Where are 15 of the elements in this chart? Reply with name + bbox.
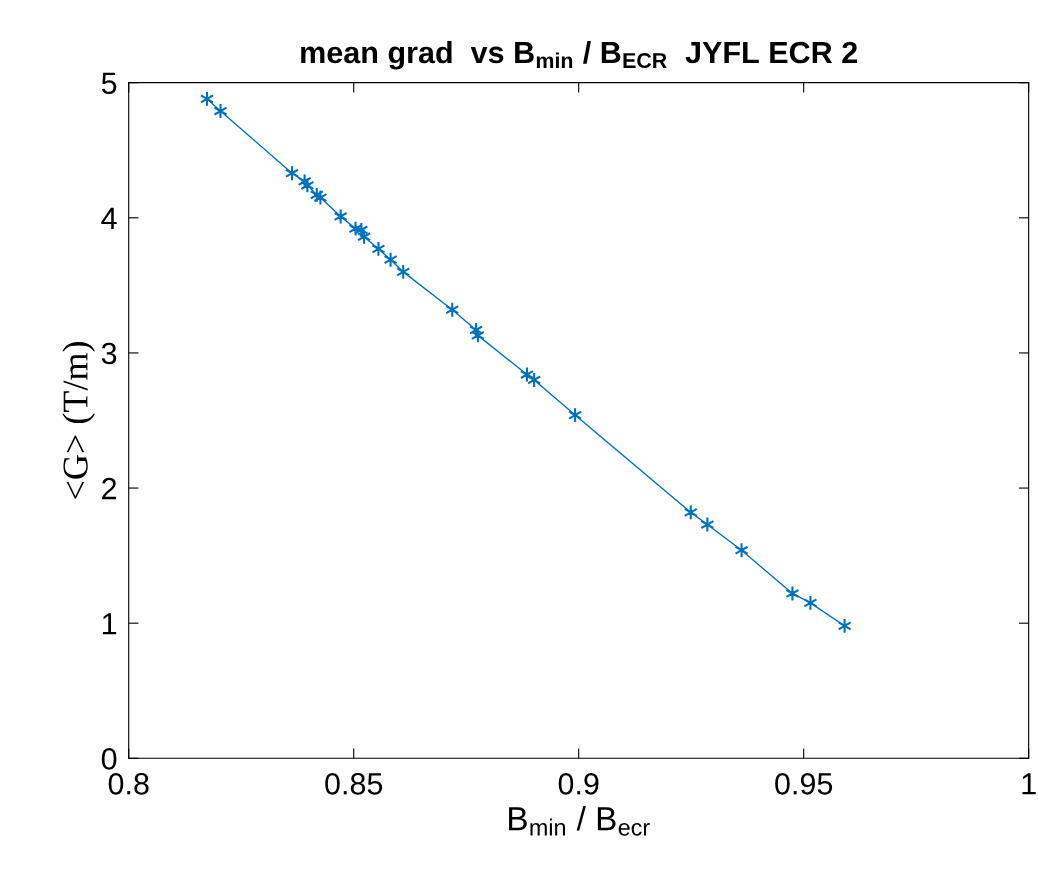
x-axis-title: B$_{min}$ / B$_{ecr}$ — [509, 806, 650, 836]
x-tick-label: 0.9 — [558, 773, 599, 795]
chart-title: mean grad vs B$_{min}$ / B$_{ECR}$ JYFL ECR 2 — [301, 40, 857, 70]
y-tick-label: 3 — [101, 342, 117, 365]
y-tick-label: 1 — [102, 613, 117, 635]
x-tick-label: 0.95 — [775, 773, 833, 795]
y-tick-label: 0 — [101, 748, 117, 770]
x-tick-label: 0.85 — [325, 773, 383, 795]
point — [213, 103, 228, 120]
y-tick-label: 5 — [101, 72, 117, 95]
y-tick-label: 2 — [102, 477, 117, 500]
x-tick-label: 0.8 — [108, 773, 149, 795]
x-tick-label: 1 — [1022, 773, 1036, 795]
y-axis-title: <G> (T/m) — [62, 342, 96, 499]
y-tick-label: 4 — [101, 207, 117, 229]
